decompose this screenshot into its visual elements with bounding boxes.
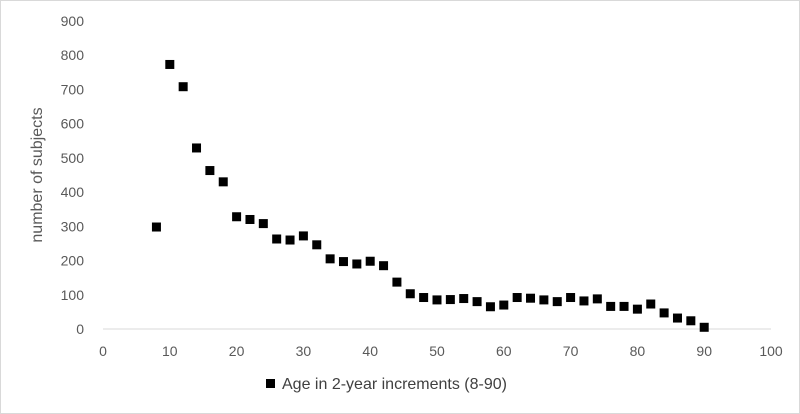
- data-point: [552, 297, 562, 307]
- data-point: [539, 295, 549, 305]
- y-tick-label: 600: [61, 116, 85, 132]
- x-tick-label: 80: [630, 343, 646, 359]
- y-tick-label: 800: [61, 47, 85, 63]
- legend-label: Age in 2-year increments (8-90): [282, 376, 507, 393]
- data-point: [165, 59, 175, 69]
- data-point: [472, 297, 482, 307]
- y-tick-label: 400: [61, 184, 85, 200]
- data-point: [646, 299, 656, 309]
- data-point: [672, 313, 682, 323]
- data-point: [151, 222, 161, 232]
- data-point: [178, 82, 188, 92]
- x-tick-label: 100: [759, 343, 783, 359]
- x-tick-label: 10: [162, 343, 178, 359]
- data-point: [526, 293, 536, 303]
- data-point: [419, 293, 429, 303]
- data-point: [285, 235, 295, 245]
- data-point: [338, 257, 348, 267]
- data-point: [485, 302, 495, 312]
- data-point: [499, 300, 509, 310]
- data-point: [325, 254, 335, 264]
- x-tick-label: 20: [229, 343, 245, 359]
- data-point: [459, 294, 469, 304]
- y-tick-label: 900: [61, 13, 85, 29]
- data-point: [659, 308, 669, 318]
- data-point: [686, 316, 696, 326]
- data-point: [352, 259, 362, 269]
- y-tick-label: 100: [61, 287, 85, 303]
- data-points: [151, 59, 709, 332]
- legend-marker: [266, 379, 275, 388]
- data-point: [205, 166, 215, 176]
- x-tick-label: 60: [496, 343, 512, 359]
- data-point: [379, 261, 389, 271]
- y-tick-label: 700: [61, 81, 85, 97]
- x-tick-label: 30: [296, 343, 312, 359]
- data-point: [405, 289, 415, 299]
- data-point: [232, 212, 242, 222]
- data-point: [258, 219, 268, 229]
- data-point: [245, 214, 255, 224]
- y-tick-label: 500: [61, 150, 85, 166]
- data-point: [606, 301, 616, 311]
- data-point: [592, 294, 602, 304]
- data-point: [566, 293, 576, 303]
- data-point: [619, 301, 629, 311]
- x-tick-label: 70: [563, 343, 579, 359]
- y-tick-label: 0: [76, 321, 84, 337]
- legend: Age in 2-year increments (8-90): [266, 376, 507, 393]
- y-tick-label: 200: [61, 253, 85, 269]
- x-tick-label: 0: [99, 343, 107, 359]
- data-point: [632, 304, 642, 314]
- data-point: [579, 296, 589, 306]
- x-tick-label: 50: [429, 343, 445, 359]
- y-axis-ticks: 0 100 200 300 400 500 600 700 800 900: [61, 13, 85, 337]
- x-tick-label: 90: [696, 343, 712, 359]
- data-point: [192, 143, 202, 153]
- x-tick-label: 40: [362, 343, 378, 359]
- data-point: [512, 293, 522, 303]
- data-point: [432, 295, 442, 305]
- data-point: [298, 231, 308, 241]
- data-point: [365, 256, 375, 266]
- y-axis-title: number of subjects: [29, 107, 46, 242]
- y-tick-label: 300: [61, 218, 85, 234]
- x-axis-ticks: 0 10 20 30 40 50 60 70 80 90 100: [99, 343, 783, 359]
- data-point: [272, 234, 282, 244]
- data-point: [218, 177, 228, 187]
- data-point: [445, 295, 455, 305]
- data-point: [312, 240, 322, 250]
- data-point: [699, 322, 709, 332]
- data-point: [392, 277, 402, 287]
